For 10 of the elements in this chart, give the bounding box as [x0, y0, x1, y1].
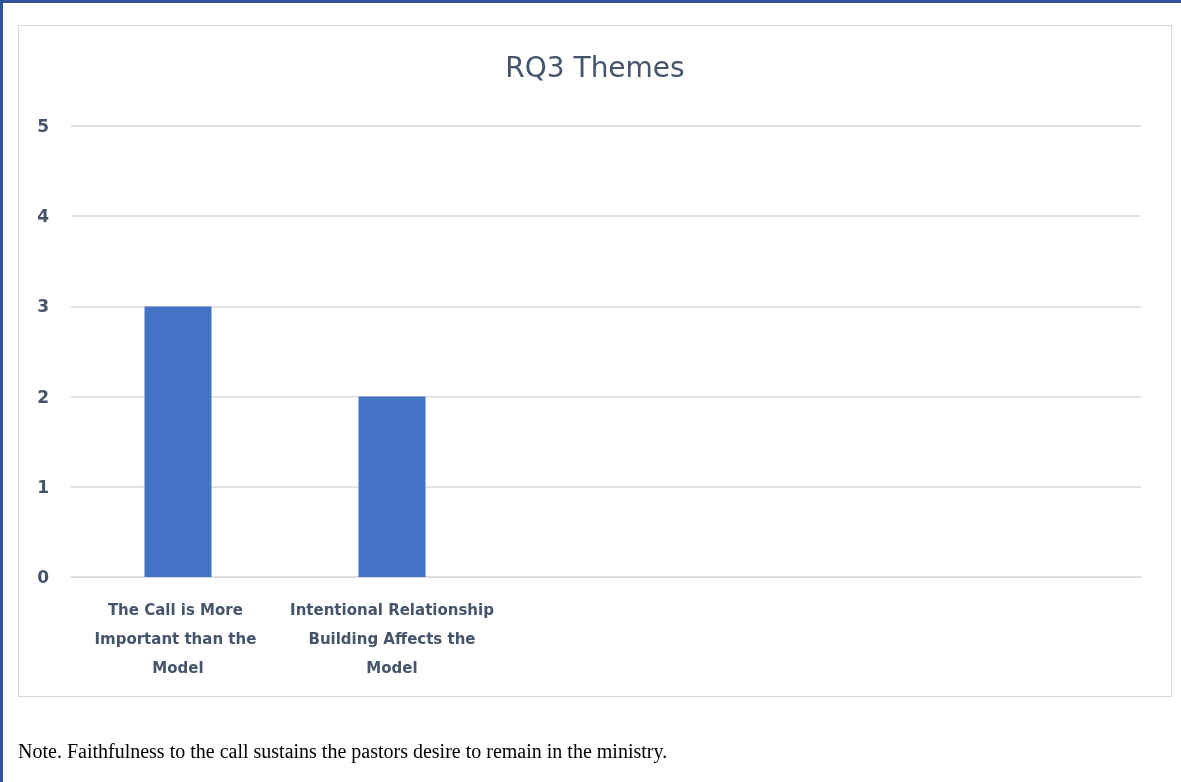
y-tick-label: 4 [37, 206, 50, 227]
y-tick-label: 1 [37, 476, 49, 497]
y-tick-label: 2 [37, 386, 49, 407]
y-tick-label: 5 [37, 116, 49, 136]
chart-title: RQ3 Themes [505, 50, 685, 84]
text: Note. Faithfulness to the call sustains the pastors desire to remain in the ministry. [18, 740, 668, 763]
y-tick-label: 3 [37, 296, 49, 317]
x-tick-label: The Call is More Important than the Model [94, 600, 262, 677]
x-tick-label: Intentional Relationship Building Affects the Model [290, 600, 495, 677]
y-tick-label: 0 [37, 567, 50, 587]
